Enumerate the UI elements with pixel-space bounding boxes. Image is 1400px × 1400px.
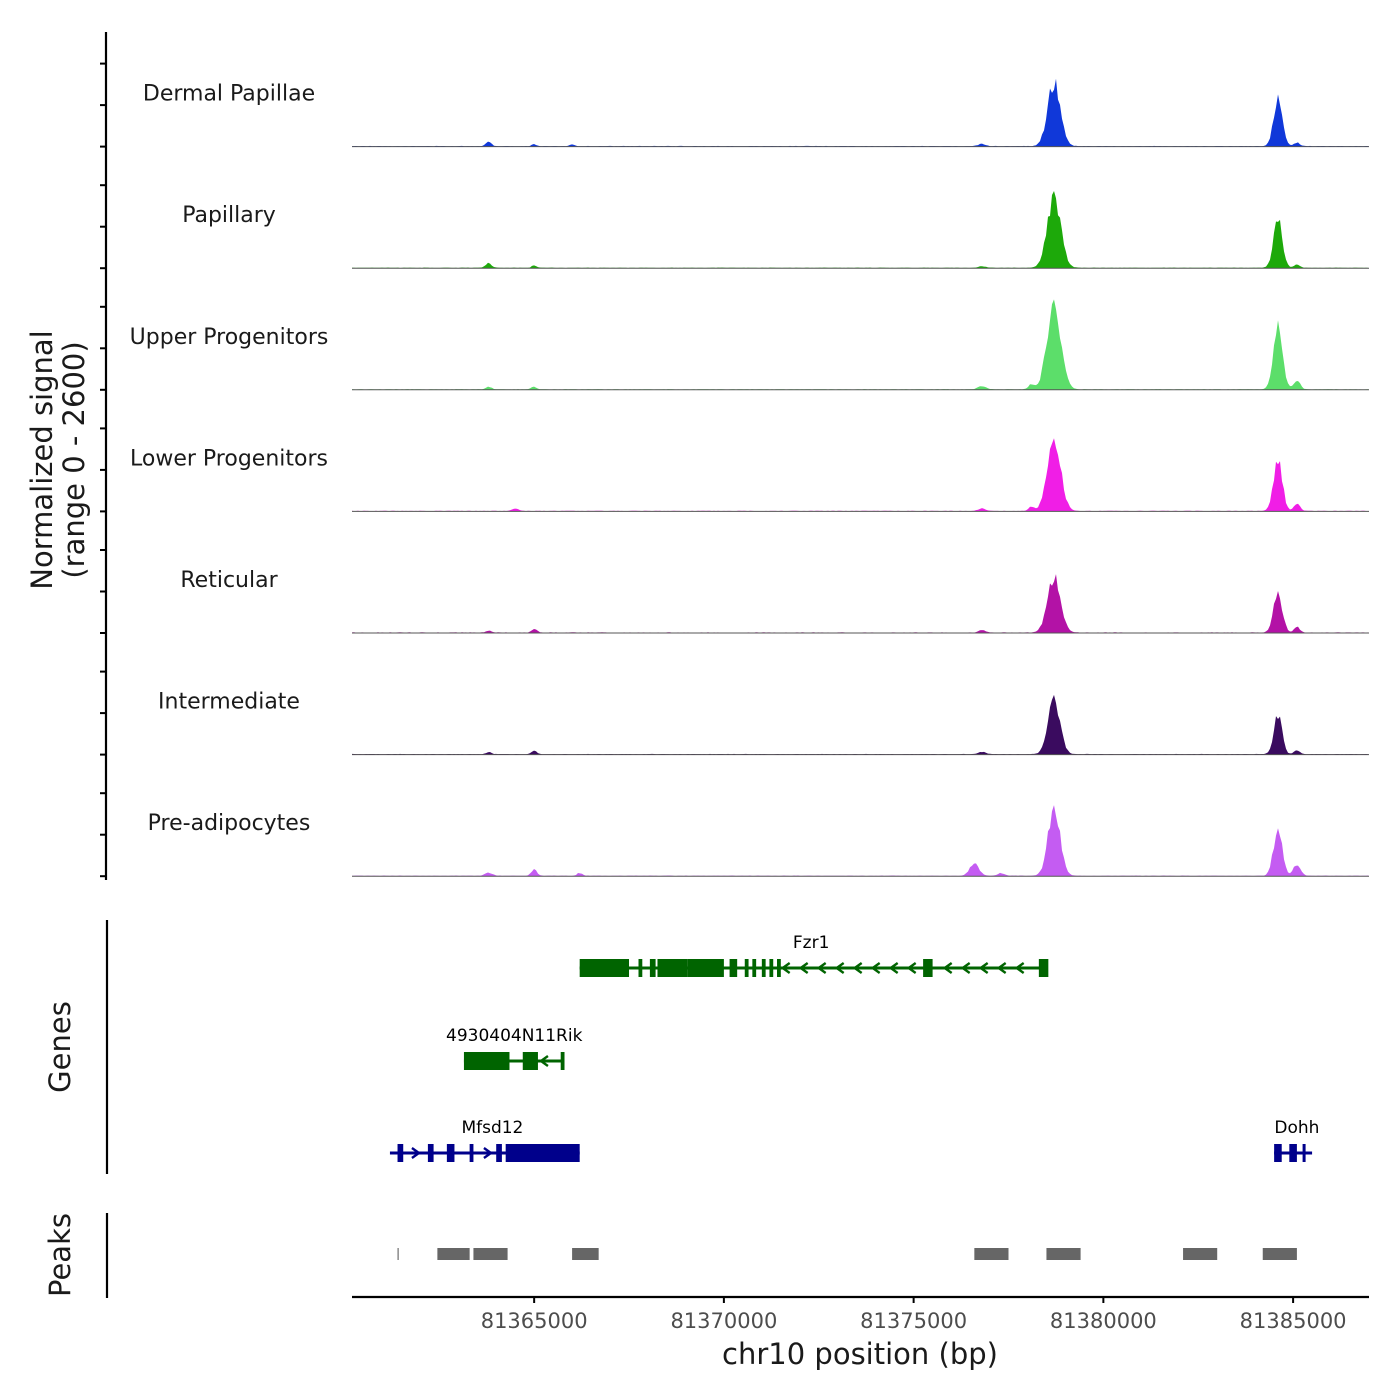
coverage-area-3 — [352, 299, 1369, 390]
strand-chevron — [411, 1147, 422, 1159]
x-tick-label: 81365000 — [481, 1309, 588, 1333]
strand-chevron — [852, 962, 863, 974]
track-label: Upper Progenitors — [130, 325, 329, 350]
coverage-area-6 — [352, 694, 1369, 755]
gene-label: Dohh — [1274, 1118, 1319, 1138]
gene-exon — [729, 959, 738, 977]
signal-axis — [100, 32, 108, 880]
gene-exon — [579, 959, 630, 977]
gene-annotations: Fzr1 4930404N11Rik Mfsd12 Dohh — [389, 933, 1319, 1162]
coverage-tracks: Dermal Papillae Papillary Upper Progenitor… — [130, 78, 1369, 877]
strand-chevron — [1014, 962, 1025, 974]
peak-region — [974, 1248, 1009, 1260]
gene-exon — [1302, 1144, 1306, 1162]
x-tick-label: 81380000 — [1050, 1309, 1157, 1333]
peak-region — [1183, 1248, 1218, 1260]
strand-chevron — [483, 1147, 494, 1159]
strand-chevron — [870, 962, 881, 974]
gene-exon — [469, 1144, 474, 1162]
peak-region — [473, 1248, 508, 1260]
coverage-area-4 — [352, 438, 1369, 512]
x-axis-label: chr10 position (bp) — [722, 1337, 998, 1371]
strand-chevron — [978, 962, 989, 974]
strand-chevron — [780, 962, 791, 974]
x-tick-label: 81385000 — [1240, 1309, 1347, 1333]
gene-exon — [638, 959, 643, 977]
gene-exon — [687, 959, 724, 977]
gene-label: Fzr1 — [793, 933, 830, 953]
peak-region — [1262, 1248, 1297, 1260]
strand-chevron — [834, 962, 845, 974]
x-tick-label: 81375000 — [860, 1309, 967, 1333]
gene-label: Mfsd12 — [461, 1118, 523, 1138]
gene-exon — [769, 959, 774, 977]
strand-chevron — [942, 962, 953, 974]
gene-exon — [923, 959, 933, 977]
strand-chevron — [960, 962, 971, 974]
gene-exon — [761, 959, 766, 977]
gene-exon — [446, 1144, 455, 1162]
gene-exon — [1038, 959, 1049, 977]
coverage-area-1 — [352, 78, 1369, 147]
gene-exon — [427, 1144, 434, 1162]
gene-exon — [1274, 1144, 1282, 1162]
gene-exon — [752, 959, 757, 977]
peak-region — [1046, 1248, 1081, 1260]
track-label: Papillary — [182, 203, 276, 228]
strand-chevron — [888, 962, 899, 974]
gene-exon — [463, 1052, 510, 1070]
track-label: Lower Progenitors — [130, 446, 328, 471]
gene-exon — [505, 1144, 580, 1162]
strand-chevron — [996, 962, 1007, 974]
y-axis-label-line2: (range 0 - 2600) — [57, 341, 91, 578]
gene-exon — [496, 1144, 502, 1162]
gene-exon — [397, 1144, 404, 1162]
track-label: Dermal Papillae — [143, 82, 315, 107]
gene-exon — [560, 1052, 565, 1070]
peaks-track-label: Peaks — [43, 1213, 77, 1297]
coverage-area-7 — [352, 805, 1369, 877]
gene-label: 4930404N11Rik — [446, 1026, 583, 1046]
gene-exon — [777, 959, 781, 977]
x-tick-label: 81370000 — [670, 1309, 777, 1333]
strand-chevron — [906, 962, 917, 974]
x-axis-ticks: 81365000 81370000 81375000 81380000 81385000 — [481, 1297, 1347, 1333]
peak-region — [397, 1248, 399, 1260]
coverage-area-2 — [352, 191, 1369, 269]
track-label: Intermediate — [158, 690, 300, 715]
coverage-area-5 — [352, 574, 1369, 633]
strand-chevron — [798, 962, 809, 974]
peak-region — [437, 1248, 470, 1260]
gene-exon — [657, 959, 688, 977]
gene-exon — [744, 959, 749, 977]
gene-exon — [1289, 1144, 1297, 1162]
peak-regions — [397, 1248, 1297, 1260]
track-label: Reticular — [180, 568, 278, 593]
strand-chevron — [816, 962, 827, 974]
peak-region — [572, 1248, 599, 1260]
gene-exon — [522, 1052, 538, 1070]
genes-track-label: Genes — [43, 1001, 77, 1093]
track-label: Pre-adipocytes — [148, 811, 311, 836]
y-axis-label-line1: Normalized signal — [25, 330, 59, 589]
gene-exon — [649, 959, 656, 977]
strand-chevron — [538, 1055, 549, 1067]
